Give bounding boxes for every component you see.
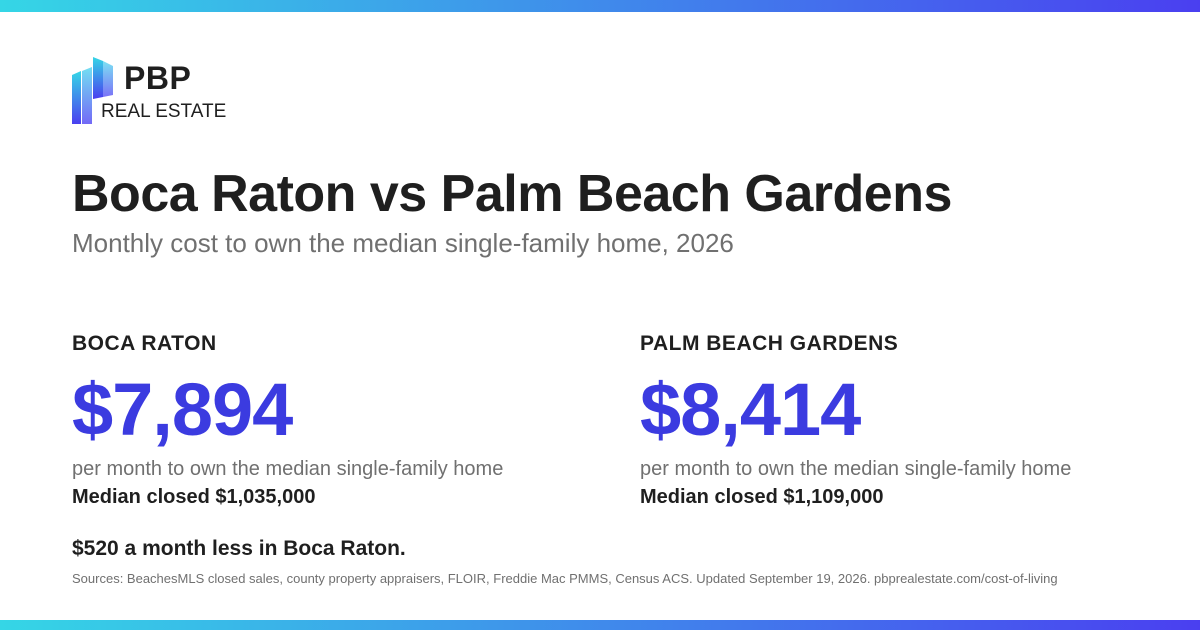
city-name: BOCA RATON	[72, 332, 217, 355]
city-card-palm-beach-gardens: PALM BEACH GARDENS $8,414 per month to o…	[640, 330, 1160, 510]
sources-footnote: Sources: BeachesMLS closed sales, county…	[72, 571, 1058, 586]
city-card-boca-raton: BOCA RATON $7,894 per month to own the m…	[72, 330, 592, 510]
page-subtitle: Monthly cost to own the median single-fa…	[72, 228, 734, 258]
bottom-gradient-bar	[0, 620, 1200, 630]
brand-name: PBP	[124, 60, 192, 96]
monthly-cost-note: per month to own the median single-famil…	[640, 458, 1072, 480]
pbp-building-logo-icon	[72, 57, 113, 124]
median-closed-price: Median closed $1,109,000	[640, 486, 884, 508]
monthly-cost: $8,414	[640, 368, 861, 451]
brand-tagline: REAL ESTATE	[101, 101, 227, 122]
monthly-cost: $7,894	[72, 368, 293, 451]
city-name: PALM BEACH GARDENS	[640, 332, 899, 355]
difference-summary: $520 a month less in Boca Raton.	[72, 537, 406, 560]
top-gradient-bar	[0, 0, 1200, 12]
median-closed-price: Median closed $1,035,000	[72, 486, 316, 508]
page-title: Boca Raton vs Palm Beach Gardens	[72, 165, 952, 223]
monthly-cost-note: per month to own the median single-famil…	[72, 458, 504, 480]
